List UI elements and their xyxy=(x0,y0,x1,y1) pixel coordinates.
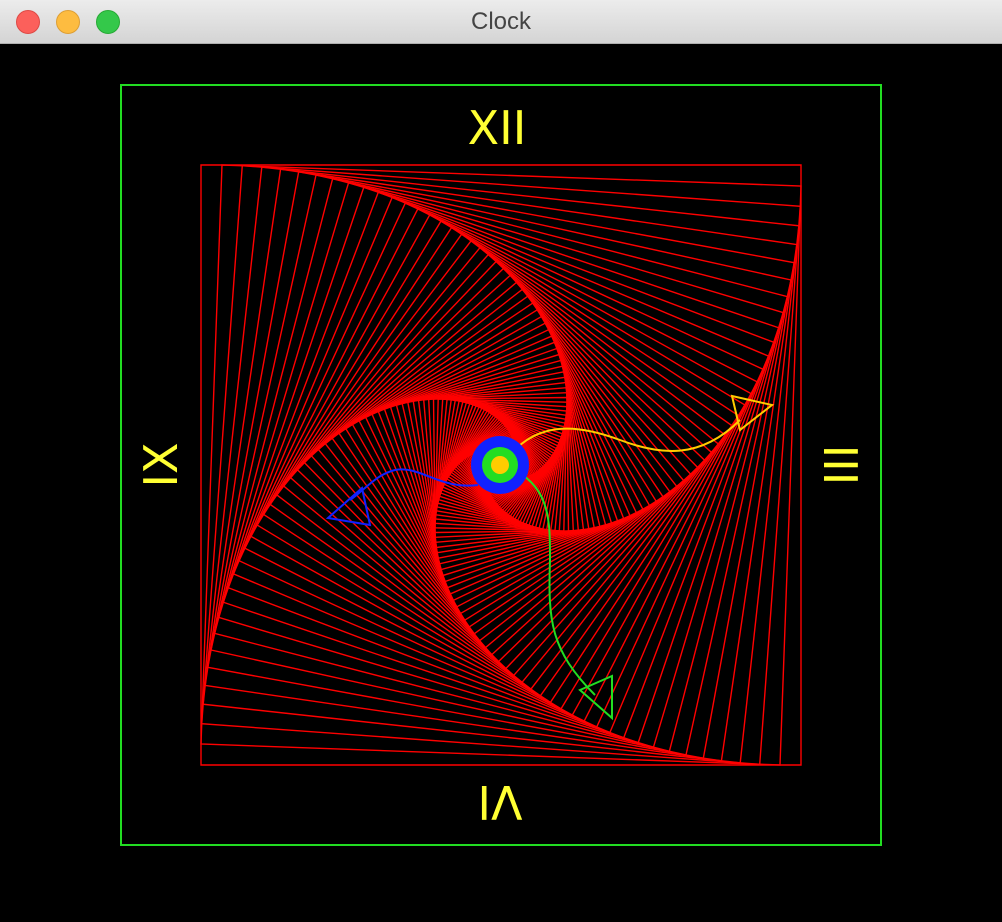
spiral-square xyxy=(453,417,549,513)
spiral-square xyxy=(238,202,764,728)
spiral-square xyxy=(262,226,740,704)
spiral-square xyxy=(213,177,789,753)
spiral-square xyxy=(200,164,802,766)
spiral-square xyxy=(439,403,563,527)
numeral-six: VI xyxy=(477,775,522,829)
spiral-square xyxy=(200,164,802,766)
second-hand-tip xyxy=(325,486,372,527)
spiral-square xyxy=(435,399,567,531)
spiral-square xyxy=(303,267,699,663)
spiral-square xyxy=(417,381,585,549)
hub-inner xyxy=(491,456,509,474)
spiral-square xyxy=(210,174,792,756)
minimize-button[interactable] xyxy=(56,10,80,34)
spiral-square xyxy=(377,341,625,589)
spiral-square xyxy=(401,365,601,565)
numeral-nine: IX xyxy=(134,442,188,487)
spiral-square xyxy=(249,213,753,717)
spiral-square xyxy=(447,411,555,519)
spiral-square xyxy=(436,400,566,530)
spiral-square xyxy=(324,288,678,642)
spiral-square xyxy=(427,391,575,539)
spiral-square xyxy=(310,274,692,656)
spiral-square xyxy=(351,315,651,615)
spiral xyxy=(200,164,802,766)
close-button[interactable] xyxy=(16,10,40,34)
spiral-square xyxy=(437,401,565,529)
hour-hand-tip xyxy=(730,394,775,432)
spiral-square xyxy=(364,328,638,602)
spiral-square xyxy=(243,207,759,723)
spiral-square xyxy=(450,414,552,516)
zoom-button[interactable] xyxy=(96,10,120,34)
spiral-square xyxy=(317,281,685,649)
spiral-square xyxy=(275,239,727,691)
spiral-square xyxy=(289,253,713,677)
spiral-square xyxy=(204,168,798,762)
numeral-twelve: XII xyxy=(468,101,527,155)
spiral-square xyxy=(296,260,706,670)
spiral-square xyxy=(217,181,785,749)
spiral-square xyxy=(331,295,671,635)
spiral-square xyxy=(269,233,733,697)
spiral-square xyxy=(406,370,596,560)
spiral-square xyxy=(227,191,775,739)
spiral-square xyxy=(282,246,720,684)
spiral-square xyxy=(202,166,800,764)
spiral-square xyxy=(200,164,802,766)
spiral-square xyxy=(232,196,770,734)
second-hand xyxy=(349,468,479,501)
spiral-square xyxy=(412,376,590,554)
spiral-square xyxy=(434,398,568,532)
window-title: Clock xyxy=(470,8,531,35)
spiral-square xyxy=(446,410,556,520)
spiral-square xyxy=(371,335,631,595)
spiral-square xyxy=(344,308,658,622)
spiral-square xyxy=(434,398,568,532)
numeral-three: III xyxy=(813,445,867,486)
hour-hand xyxy=(509,419,741,456)
spiral-square xyxy=(256,220,746,710)
spiral-square xyxy=(395,359,607,571)
minute-hand xyxy=(514,469,596,696)
spiral-square xyxy=(338,302,664,628)
spiral-square xyxy=(438,402,564,528)
spiral-square xyxy=(207,171,795,759)
spiral-square xyxy=(436,400,566,530)
spiral-square xyxy=(432,396,570,534)
clock-canvas: XII III VI IX xyxy=(120,84,882,846)
spiral-square xyxy=(358,322,644,608)
spiral-square xyxy=(451,415,551,515)
spiral-square xyxy=(440,404,562,526)
outer-frame xyxy=(120,84,882,846)
spiral-square xyxy=(435,399,567,531)
spiral-square xyxy=(443,407,559,523)
spiral-square xyxy=(442,406,560,524)
spiral-square xyxy=(434,398,568,532)
minute-hand-tip xyxy=(578,674,613,721)
title-bar: Clock xyxy=(0,0,1002,44)
spiral-square xyxy=(422,386,580,544)
spiral-square xyxy=(383,347,619,583)
spiral-square xyxy=(222,186,780,744)
spiral-square xyxy=(448,412,554,518)
spiral-square xyxy=(389,353,613,577)
